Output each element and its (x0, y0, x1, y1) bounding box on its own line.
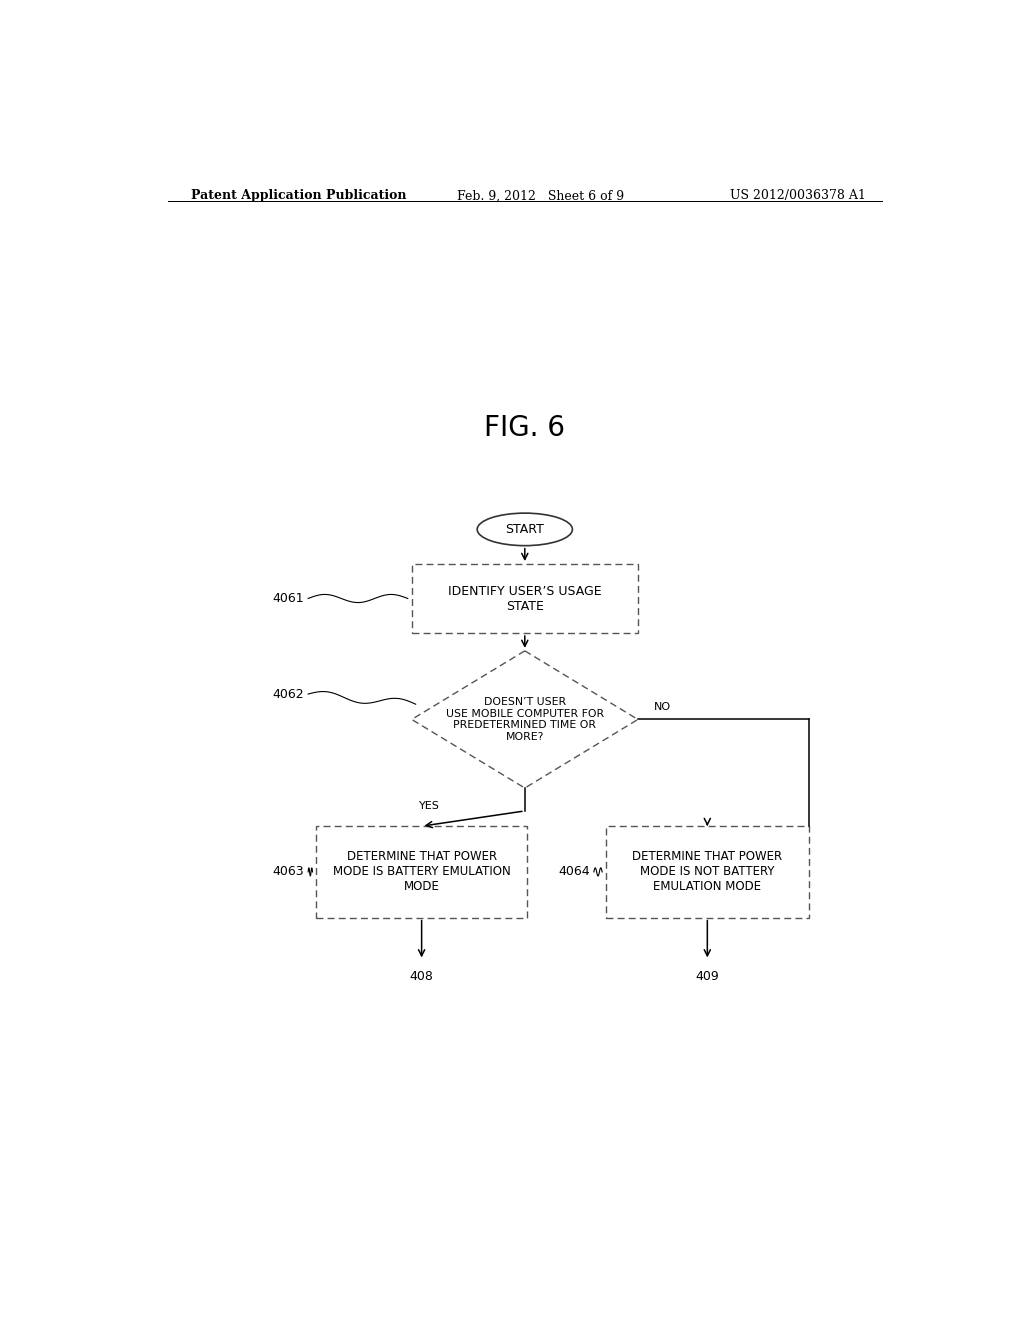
Text: US 2012/0036378 A1: US 2012/0036378 A1 (730, 189, 866, 202)
Text: 408: 408 (410, 970, 433, 983)
Text: START: START (506, 523, 544, 536)
Text: 4061: 4061 (272, 591, 304, 605)
FancyBboxPatch shape (316, 826, 526, 917)
FancyBboxPatch shape (606, 826, 809, 917)
Text: 4063: 4063 (272, 866, 304, 878)
Text: FIG. 6: FIG. 6 (484, 413, 565, 442)
Text: YES: YES (419, 801, 440, 812)
Text: 409: 409 (695, 970, 719, 983)
Text: Patent Application Publication: Patent Application Publication (191, 189, 407, 202)
FancyBboxPatch shape (412, 564, 638, 634)
Text: IDENTIFY USER’S USAGE
STATE: IDENTIFY USER’S USAGE STATE (447, 585, 602, 612)
Polygon shape (412, 651, 638, 788)
Text: DOESN’T USER
USE MOBILE COMPUTER FOR
PREDETERMINED TIME OR
MORE?: DOESN’T USER USE MOBILE COMPUTER FOR PRE… (445, 697, 604, 742)
Text: DETERMINE THAT POWER
MODE IS NOT BATTERY
EMULATION MODE: DETERMINE THAT POWER MODE IS NOT BATTERY… (632, 850, 782, 894)
Text: 4064: 4064 (558, 866, 590, 878)
Ellipse shape (477, 513, 572, 545)
Text: NO: NO (653, 702, 671, 713)
Text: DETERMINE THAT POWER
MODE IS BATTERY EMULATION
MODE: DETERMINE THAT POWER MODE IS BATTERY EMU… (333, 850, 511, 894)
Text: Feb. 9, 2012   Sheet 6 of 9: Feb. 9, 2012 Sheet 6 of 9 (458, 189, 625, 202)
Text: 4062: 4062 (272, 688, 304, 701)
